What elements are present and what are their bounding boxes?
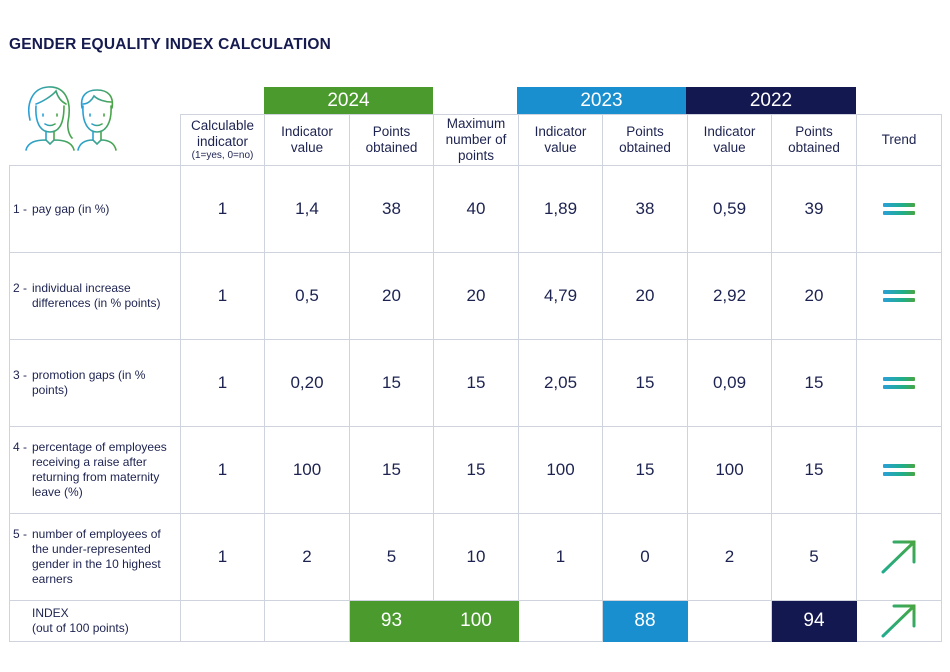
gender-equality-table: Calculable indicator (1=yes, 0=no) Indica… bbox=[9, 114, 942, 642]
table-row: 5 - number of employees of the under-repr… bbox=[9, 513, 942, 601]
cell-calculable: 1 bbox=[180, 513, 265, 601]
table-row: 2 - individual increase differences (in %… bbox=[9, 252, 942, 340]
page-title: GENDER EQUALITY INDEX CALCULATION bbox=[9, 36, 332, 53]
cell-indicator-value-2022: 0,59 bbox=[687, 165, 772, 253]
year-2023-header: 2023 bbox=[517, 87, 686, 114]
indicator-label: 5 - number of employees of the under-repr… bbox=[9, 513, 181, 601]
cell-maximum: 10 bbox=[433, 513, 519, 601]
cell-calculable: 1 bbox=[180, 252, 265, 340]
cell-points-2022: 5 bbox=[771, 513, 857, 601]
up-arrow-icon bbox=[881, 540, 916, 574]
header-trend: Trend bbox=[856, 114, 942, 166]
header-calculable: Calculable indicator (1=yes, 0=no) bbox=[180, 114, 265, 166]
cell-maximum: 15 bbox=[433, 426, 519, 514]
index-points-2023: 88 bbox=[602, 600, 688, 642]
cell-points-2023: 20 bbox=[602, 252, 688, 340]
cell-trend bbox=[856, 165, 942, 253]
indicator-label: 4 - percentage of employees receiving a r… bbox=[9, 426, 181, 514]
cell-points-2022: 15 bbox=[771, 339, 857, 427]
cell-maximum: 15 bbox=[433, 339, 519, 427]
cell-indicator-value-2024: 2 bbox=[264, 513, 350, 601]
cell-maximum: 40 bbox=[433, 165, 519, 253]
cell-indicator-value-2024: 0,20 bbox=[264, 339, 350, 427]
cell-points-2024: 20 bbox=[349, 252, 434, 340]
header-points-2022: Points obtained bbox=[771, 114, 857, 166]
index-label: INDEX (out of 100 points) bbox=[9, 600, 181, 642]
cell-points-2024: 5 bbox=[349, 513, 434, 601]
cell-indicator-value-2022: 100 bbox=[687, 426, 772, 514]
cell-indicator-value-2023: 1,89 bbox=[518, 165, 603, 253]
table-row: 1 - pay gap (in %) 1 1,4 38 40 1,89 38 0,59 39 bbox=[9, 165, 942, 253]
cell-trend bbox=[856, 513, 942, 601]
cell-points-2024: 15 bbox=[349, 426, 434, 514]
index-maximum: 100 bbox=[433, 600, 519, 642]
index-points-2022: 94 bbox=[771, 600, 857, 642]
cell-points-2024: 38 bbox=[349, 165, 434, 253]
cell-calculable: 1 bbox=[180, 339, 265, 427]
cell-points-2023: 0 bbox=[602, 513, 688, 601]
header-indicator-value-2023: Indicator value bbox=[518, 114, 603, 166]
cell-maximum: 20 bbox=[433, 252, 519, 340]
header-maximum: Maximum number of points bbox=[433, 114, 519, 166]
cell-indicator-value-2022: 2,92 bbox=[687, 252, 772, 340]
cell-blank bbox=[687, 600, 772, 642]
indicator-label: 2 - individual increase differences (in %… bbox=[9, 252, 181, 340]
index-points-2024: 93 bbox=[349, 600, 434, 642]
cell-indicator-value-2023: 100 bbox=[518, 426, 603, 514]
equal-icon bbox=[883, 286, 915, 306]
cell-blank bbox=[180, 600, 265, 642]
up-arrow-icon bbox=[881, 604, 916, 638]
cell-points-2022: 20 bbox=[771, 252, 857, 340]
table-row: 4 - percentage of employees receiving a r… bbox=[9, 426, 942, 514]
cell-indicator-value-2023: 2,05 bbox=[518, 339, 603, 427]
header-points-2024: Points obtained bbox=[349, 114, 434, 166]
header-indicator-value-2024: Indicator value bbox=[264, 114, 350, 166]
header-blank bbox=[9, 114, 181, 166]
equal-icon bbox=[883, 373, 915, 393]
year-2024-header: 2024 bbox=[264, 87, 433, 114]
header-indicator-value-2022: Indicator value bbox=[687, 114, 772, 166]
cell-indicator-value-2024: 1,4 bbox=[264, 165, 350, 253]
cell-points-2023: 15 bbox=[602, 339, 688, 427]
cell-indicator-value-2022: 0,09 bbox=[687, 339, 772, 427]
cell-trend bbox=[856, 600, 942, 642]
cell-points-2022: 39 bbox=[771, 165, 857, 253]
cell-trend bbox=[856, 339, 942, 427]
cell-indicator-value-2024: 0,5 bbox=[264, 252, 350, 340]
cell-points-2024: 15 bbox=[349, 339, 434, 427]
cell-indicator-value-2023: 4,79 bbox=[518, 252, 603, 340]
indicator-label: 3 - promotion gaps (in % points) bbox=[9, 339, 181, 427]
year-2022-header: 2022 bbox=[686, 87, 856, 114]
cell-indicator-value-2022: 2 bbox=[687, 513, 772, 601]
cell-indicator-value-2024: 100 bbox=[264, 426, 350, 514]
cell-trend bbox=[856, 252, 942, 340]
equal-icon bbox=[883, 199, 915, 219]
cell-blank bbox=[518, 600, 603, 642]
cell-trend bbox=[856, 426, 942, 514]
equal-icon bbox=[883, 460, 915, 480]
header-points-2023: Points obtained bbox=[602, 114, 688, 166]
cell-points-2023: 15 bbox=[602, 426, 688, 514]
index-row: INDEX (out of 100 points) 93 100 88 94 bbox=[9, 600, 942, 642]
cell-indicator-value-2023: 1 bbox=[518, 513, 603, 601]
cell-points-2023: 38 bbox=[602, 165, 688, 253]
cell-blank bbox=[264, 600, 350, 642]
cell-points-2022: 15 bbox=[771, 426, 857, 514]
indicator-label: 1 - pay gap (in %) bbox=[9, 165, 181, 253]
cell-calculable: 1 bbox=[180, 426, 265, 514]
table-row: 3 - promotion gaps (in % points) 1 0,20 15 15… bbox=[9, 339, 942, 427]
cell-calculable: 1 bbox=[180, 165, 265, 253]
